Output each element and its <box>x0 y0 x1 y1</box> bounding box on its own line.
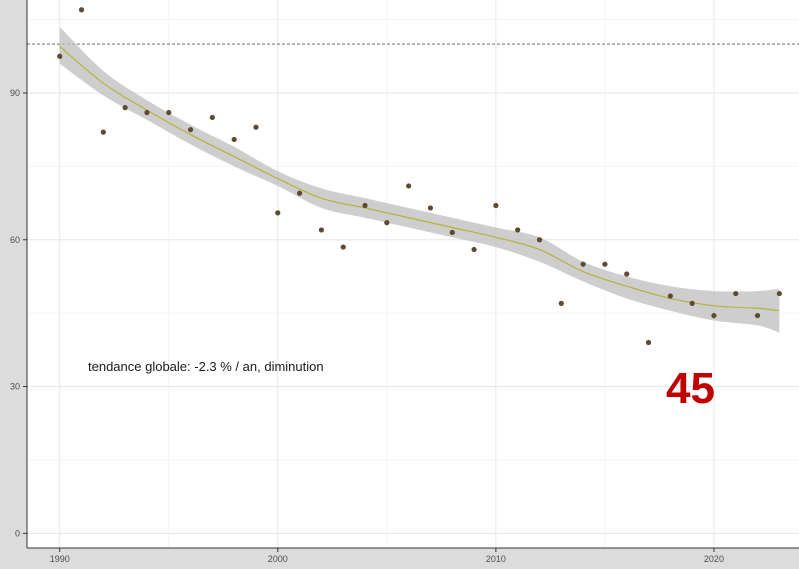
data-point <box>166 109 172 116</box>
data-point <box>144 109 150 116</box>
data-point <box>362 202 368 209</box>
data-point <box>187 127 194 133</box>
data-point <box>667 293 673 299</box>
data-point <box>602 261 608 267</box>
data-point <box>558 300 564 306</box>
major-grid <box>27 0 799 548</box>
plot-panel <box>27 0 799 548</box>
data-point <box>209 114 215 121</box>
y-tick-label: 60 <box>10 235 20 245</box>
confidence-ribbon <box>59 26 780 333</box>
x-tick-label: 2020 <box>704 554 724 564</box>
data-points <box>57 7 782 346</box>
data-point <box>471 246 477 253</box>
data-point <box>318 227 325 233</box>
data-point <box>122 105 128 111</box>
data-point <box>57 53 63 59</box>
data-point <box>253 124 259 130</box>
x-tick-label: 1990 <box>50 554 70 564</box>
data-point <box>624 271 630 277</box>
data-point <box>275 210 281 216</box>
data-point <box>645 339 652 346</box>
data-point <box>776 290 782 297</box>
y-axis-ticks: 0 30 60 90 <box>10 88 27 538</box>
data-point <box>449 229 455 236</box>
data-point <box>100 129 106 135</box>
data-point <box>406 183 412 189</box>
data-point <box>78 7 85 13</box>
data-point <box>231 136 237 143</box>
data-point <box>689 300 695 306</box>
data-point <box>711 312 717 319</box>
data-point <box>754 312 761 319</box>
y-tick-label: 30 <box>10 382 20 392</box>
highlight-number: 45 <box>666 364 715 413</box>
trend-annotation: tendance globale: -2.3 % / an, diminutio… <box>88 359 324 374</box>
data-point <box>340 244 346 250</box>
data-point <box>384 220 390 226</box>
x-tick-label: 2000 <box>268 554 288 564</box>
data-point <box>515 227 521 233</box>
data-point <box>493 202 499 209</box>
minor-grid <box>27 0 799 548</box>
data-point <box>296 190 303 196</box>
data-point <box>427 205 434 211</box>
x-axis-ticks: 1990 2000 2010 2020 <box>50 548 724 564</box>
trend-line <box>59 46 780 312</box>
x-tick-label: 2010 <box>486 554 506 564</box>
y-tick-label: 0 <box>15 528 20 538</box>
data-point <box>536 237 543 243</box>
y-tick-label: 90 <box>10 88 20 98</box>
data-point <box>733 290 739 297</box>
data-point <box>580 261 586 267</box>
